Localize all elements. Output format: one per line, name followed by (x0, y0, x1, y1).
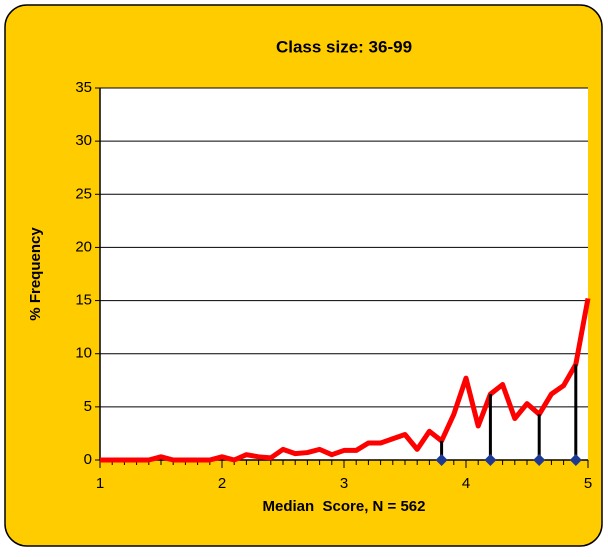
data-line (100, 297, 591, 463)
x-tick-label: 3 (340, 475, 348, 492)
y-tick-label: 5 (84, 398, 92, 415)
y-tick-label: 15 (75, 292, 92, 309)
y-tick-label: 0 (84, 451, 92, 468)
marker (533, 454, 546, 466)
plot-area (100, 88, 588, 460)
chart-title: Class size: 36-99 (276, 37, 412, 56)
y-tick-label: 30 (75, 132, 92, 149)
y-tick-label: 35 (75, 79, 92, 96)
marker (484, 454, 497, 466)
y-tick-label: 25 (75, 185, 92, 202)
y-tick-label: 20 (75, 238, 92, 255)
x-tick-label: 5 (584, 475, 592, 492)
x-tick-label: 2 (218, 475, 226, 492)
y-axis-label: % Frequency (27, 227, 44, 321)
y-tick-label: 10 (75, 345, 92, 362)
x-axis-label: Median Score, N = 562 (263, 498, 426, 515)
x-tick-label: 4 (462, 475, 470, 492)
marker (569, 454, 582, 466)
marker (435, 454, 448, 466)
x-tick-label: 1 (96, 475, 104, 492)
